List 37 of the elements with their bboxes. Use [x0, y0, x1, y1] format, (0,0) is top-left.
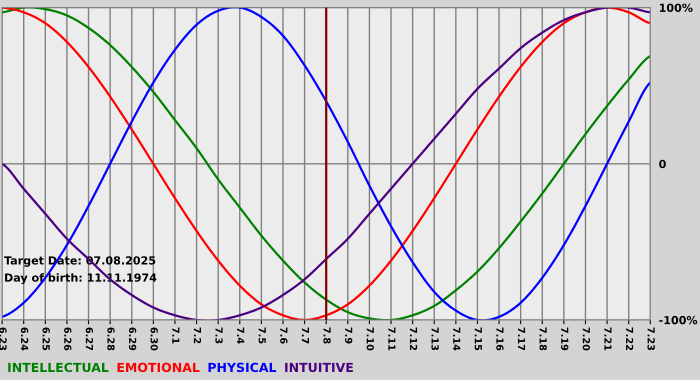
text: INTELLECTUAL	[8, 362, 109, 372]
x-tick-label: 6.26	[64, 328, 72, 350]
x-tick-label: 6.30	[150, 328, 158, 350]
x-tick-label: 6.27	[86, 328, 94, 350]
x-tick-label: 7.14	[453, 328, 460, 350]
x-tick-label: 7.12	[410, 328, 418, 350]
x-tick-label: 7.10	[366, 328, 374, 350]
x-tick-label: 7.22	[626, 328, 634, 350]
x-tick-label: 7.1	[172, 328, 180, 344]
x-tick-label: 7.19	[561, 328, 568, 350]
x-tick-label: 6.24	[20, 328, 28, 350]
y-tick-label: 0	[659, 160, 666, 168]
x-tick-label: 7.21	[604, 328, 612, 350]
text: INTUITIVE	[285, 362, 353, 372]
x-tick-label: 7.17	[518, 328, 526, 350]
x-tick-label: 7.6	[280, 328, 288, 344]
y-tick-label: -100%	[659, 316, 698, 324]
y-tick-label: 100%	[660, 4, 693, 12]
x-tick-label: 7.16	[496, 328, 504, 350]
x-tick-label: 7.5	[258, 328, 266, 344]
x-tick-label: 7.8	[323, 328, 331, 344]
x-tick-label: 6.29	[128, 328, 136, 350]
x-tick-label: 7.18	[539, 328, 547, 350]
x-tick-label: 7.7	[302, 328, 309, 344]
x-tick-label: 7.9	[344, 328, 352, 344]
x-tick-label: 7.20	[582, 328, 590, 350]
x-tick-label: 7.2	[194, 328, 202, 344]
text: EMOTIONAL	[117, 362, 200, 372]
text: PHYSICAL	[208, 362, 276, 372]
x-tick-label: 7.15	[474, 328, 482, 350]
x-tick-label: 7.3	[215, 328, 223, 344]
x-tick-label: 7.4	[237, 328, 244, 344]
x-tick-label: 7.23	[647, 328, 655, 350]
x-tick-label: 7.13	[431, 328, 439, 350]
x-tick-label: 6.28	[107, 328, 115, 350]
x-tick-label: 7.11	[388, 328, 396, 350]
x-tick-label: 6.25	[42, 328, 50, 350]
